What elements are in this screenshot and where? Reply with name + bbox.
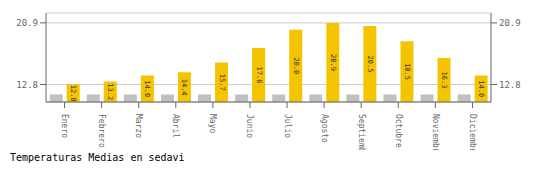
svg-text:14.4: 14.4 [180, 79, 188, 96]
svg-text:14.0: 14.0 [477, 80, 485, 97]
svg-text:13.2: 13.2 [106, 83, 114, 100]
svg-text:20.5: 20.5 [366, 56, 374, 73]
svg-text:14.0: 14.0 [143, 80, 151, 97]
svg-text:20.9: 20.9 [16, 18, 38, 28]
svg-text:Marzo: Marzo [134, 114, 143, 138]
svg-text:Septiembre: Septiembre [357, 114, 366, 150]
svg-text:16.3: 16.3 [440, 72, 448, 89]
svg-text:Octubre: Octubre [394, 114, 403, 148]
svg-text:20.0: 20.0 [292, 57, 300, 74]
svg-text:Julio: Julio [283, 114, 292, 138]
svg-text:Diciembre: Diciembre [468, 114, 477, 150]
svg-text:Agosto: Agosto [320, 114, 329, 143]
svg-text:17.6: 17.6 [255, 67, 263, 84]
html-text:Temperaturas Medias en sedavi: Temperaturas Medias en sedavi [10, 152, 185, 163]
svg-text:Noviembre: Noviembre [431, 114, 440, 150]
svg-text:Enero: Enero [60, 114, 69, 138]
svg-text:20.9: 20.9 [329, 54, 337, 71]
svg-text:12.8: 12.8 [499, 80, 521, 90]
svg-text:Abril: Abril [171, 114, 180, 138]
svg-text:Junio: Junio [245, 114, 254, 138]
svg-text:12.8: 12.8 [16, 80, 38, 90]
svg-text:20.9: 20.9 [499, 18, 521, 28]
svg-text:18.5: 18.5 [403, 63, 411, 80]
svg-text:Febrero: Febrero [97, 114, 106, 148]
svg-text:12.8: 12.8 [69, 85, 77, 102]
svg-text:15.7: 15.7 [218, 74, 226, 91]
svg-text:Mayo: Mayo [208, 114, 217, 133]
